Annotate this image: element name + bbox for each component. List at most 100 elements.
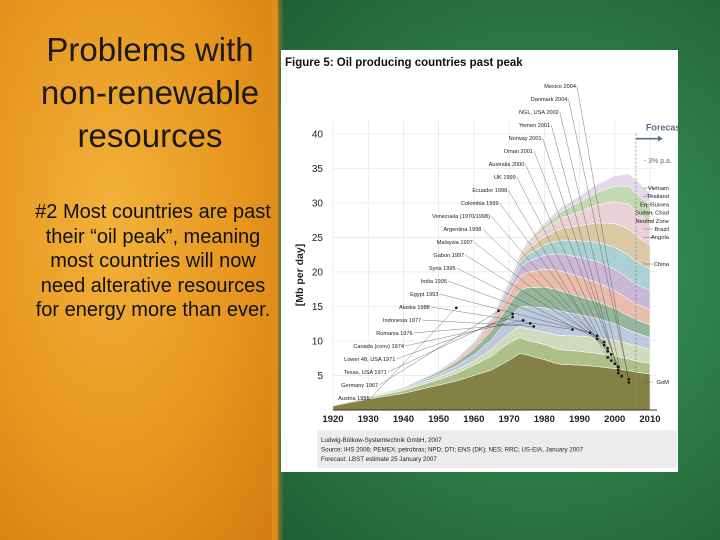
peak-marker (528, 322, 532, 325)
x-tick-label: 1930 (358, 414, 379, 425)
peak-marker (571, 328, 574, 331)
country-label: Vietnam (648, 186, 669, 192)
slide-title: Problems with non-renewable resources (40, 31, 260, 154)
peak-marker (616, 371, 620, 375)
peak-marker (511, 312, 514, 316)
annotation-leader (430, 306, 573, 330)
peak-annotation: Alaska 1988 (399, 305, 430, 311)
country-label: Thailand (647, 194, 669, 200)
country-label: GoM (656, 380, 669, 386)
forecast-arrow-head (657, 135, 663, 142)
annotation-leader (473, 241, 605, 346)
peak-marker (595, 334, 599, 338)
peak-annotation: Lower 48, USA 1971 (344, 357, 395, 363)
peak-annotation: Norway 2001 (509, 136, 542, 142)
peak-marker (606, 346, 609, 350)
peak-marker (595, 337, 599, 341)
annotation-leader (413, 323, 531, 334)
area-series-12 (332, 173, 651, 406)
annotation-leader (551, 124, 619, 374)
peak-annotation: UK 1999 (494, 175, 516, 181)
y-tick-label: 25 (312, 233, 324, 244)
chart-title: Figure 5: Oil producing countries past p… (285, 57, 523, 69)
x-tick-label: 1950 (428, 414, 449, 425)
annotation-leader (439, 293, 591, 333)
oil-peak-chart: Figure 5: Oil producing countries past p… (285, 57, 683, 468)
annotation-leader (465, 254, 605, 343)
x-tick-label: 1980 (534, 414, 555, 425)
title-panel (0, 0, 284, 540)
peak-annotation: India 1995 (421, 279, 447, 285)
forecast-label: Forecast (646, 122, 678, 132)
annotation-leader (379, 310, 499, 386)
annotation-leader (542, 137, 619, 371)
annotation-leader (490, 215, 608, 352)
peak-marker (616, 368, 620, 372)
y-axis-label: [Mb per day] (294, 244, 306, 306)
peak-annotation: Danmark 2004 (531, 97, 568, 103)
peak-annotation: Ecuador 1998 (472, 188, 507, 194)
annotation-leader (525, 163, 615, 364)
peak-marker (606, 350, 609, 353)
country-label: Brazil (655, 227, 670, 233)
peak-annotation: Oman 2001 (504, 149, 533, 155)
country-label: Eq. Guinea (640, 202, 670, 208)
peak-marker (454, 306, 458, 310)
peak-marker (497, 309, 500, 313)
y-tick-label: 10 (312, 336, 324, 347)
source-box (317, 430, 677, 468)
peak-annotation: Colombia 1999 (461, 201, 499, 207)
peak-marker (588, 331, 592, 334)
y-tick-label: 15 (312, 302, 324, 313)
slide-body-text: #2 Most countries are past their “oil pe… (35, 201, 271, 321)
peak-marker (609, 353, 613, 356)
peak-marker (511, 315, 514, 319)
y-tick-label: 40 (312, 129, 324, 140)
peak-annotation: Gabon 1997 (433, 253, 464, 259)
annotation-leader (576, 85, 629, 383)
x-tick-label: 1990 (569, 414, 590, 425)
country-label: China (654, 262, 670, 268)
chart-source: Ludwig-Bölkow-Systemtechnik GmbH, 2007 So… (317, 430, 677, 468)
peak-annotation: Malaysia 1997 (437, 240, 473, 246)
peak-annotation: Germany 1967 (341, 383, 378, 389)
peak-marker (627, 377, 631, 381)
chart-labels: Forecast - 3% p.a. Mexico 2004 Danmark 2004… (338, 84, 683, 402)
x-tick-label: 1960 (463, 414, 484, 425)
chart-areas (332, 133, 651, 411)
country-label: Sudan, Chad (635, 211, 669, 217)
annotation-leader (508, 189, 608, 358)
peak-marker (602, 340, 606, 344)
peak-marker (616, 365, 620, 369)
annotation-leader (370, 307, 457, 399)
chart-axes: 1920 1930 1940 1950 1960 1970 1980 1990 2000 2010… (312, 129, 661, 425)
peak-annotation: Romania 1976 (376, 331, 412, 337)
peak-marker (521, 318, 525, 322)
chart-figure: Figure 5: Oil producing countries past p… (281, 50, 683, 472)
annotation-leader (387, 313, 513, 373)
peak-marker (609, 359, 613, 362)
annotation-leader (447, 280, 598, 336)
annotation-leader (482, 228, 608, 349)
y-tick-label: 5 (317, 371, 323, 382)
annotation-leader (559, 111, 622, 377)
peak-marker (627, 381, 631, 384)
peak-annotation: NGL, USA 2002 (519, 110, 559, 116)
peak-annotation: Texas, USA 1971 (344, 370, 387, 376)
x-tick-label: 1970 (499, 414, 520, 425)
peak-annotation: Venezuela (1970/1998) (432, 214, 490, 220)
peak-annotation: Canada (conv) 1974 (353, 344, 404, 350)
annotation-leader (533, 150, 619, 367)
peak-annotation: Egypt 1993 (410, 292, 438, 298)
x-tick-label: 1940 (393, 414, 414, 425)
country-label: Angola (651, 235, 670, 241)
peak-annotation: Mexico 2004 (544, 84, 576, 90)
peak-marker (532, 325, 536, 328)
annotation-leader (516, 176, 612, 361)
peak-marker (620, 374, 624, 378)
annotation-leader (499, 202, 612, 355)
peak-marker (606, 356, 609, 359)
peak-marker (613, 362, 617, 366)
x-tick-label: 1920 (322, 414, 343, 425)
source-line: Forecast: LBST estimate 25 January 2007 (321, 456, 437, 463)
